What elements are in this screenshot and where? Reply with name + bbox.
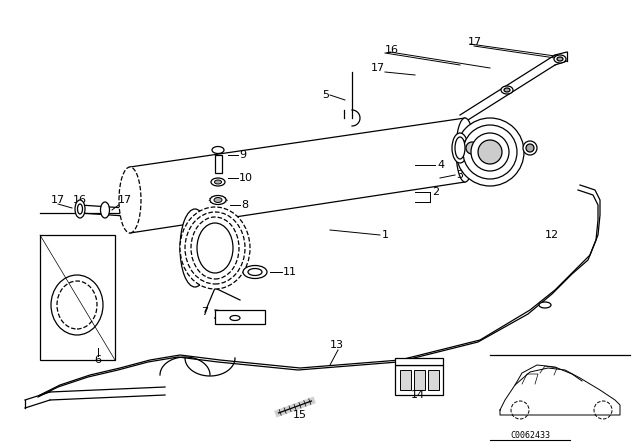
Ellipse shape [462,138,482,158]
Text: 16: 16 [73,195,87,205]
Bar [395,358,443,365]
Ellipse shape [466,142,478,154]
Ellipse shape [455,137,465,159]
Ellipse shape [75,200,85,218]
Bar [428,370,439,390]
Ellipse shape [230,315,240,320]
Ellipse shape [119,167,141,233]
Bar [395,365,443,395]
Ellipse shape [210,195,226,204]
Ellipse shape [478,140,502,164]
Bar [414,370,425,390]
Ellipse shape [212,146,224,154]
Text: 14: 14 [411,390,425,400]
Text: 17: 17 [118,195,132,205]
Ellipse shape [501,86,513,94]
Text: 6: 6 [95,355,102,365]
Text: 5: 5 [322,90,329,100]
Ellipse shape [100,202,109,218]
Text: 8: 8 [241,200,248,210]
Text: 16: 16 [385,45,399,55]
Ellipse shape [504,88,510,92]
Ellipse shape [456,118,474,182]
Bar [400,370,411,390]
Text: 12: 12 [545,230,559,240]
Text: 15: 15 [293,410,307,420]
Ellipse shape [463,125,517,179]
Ellipse shape [211,178,225,186]
Bar [40,235,115,360]
Text: 13: 13 [330,340,344,350]
Ellipse shape [471,133,509,171]
Ellipse shape [51,275,103,335]
Text: 17: 17 [51,195,65,205]
Text: C0062433: C0062433 [510,431,550,439]
Text: 1: 1 [382,230,389,240]
Ellipse shape [243,266,267,279]
Text: 17: 17 [468,37,482,47]
Bar [215,310,265,324]
Ellipse shape [77,204,83,214]
Bar [215,155,222,173]
Text: 3: 3 [456,170,463,180]
Text: 2: 2 [432,187,439,197]
Ellipse shape [214,198,222,202]
Ellipse shape [539,302,551,308]
Text: 11: 11 [283,267,297,277]
Ellipse shape [214,180,221,184]
Text: 4: 4 [437,160,444,170]
Ellipse shape [180,209,210,287]
Ellipse shape [452,133,468,163]
Text: 9: 9 [239,150,246,160]
Ellipse shape [554,55,566,63]
Ellipse shape [557,57,563,61]
Ellipse shape [197,223,233,273]
Text: 7: 7 [202,307,209,317]
Text: 17: 17 [371,63,385,73]
Ellipse shape [526,144,534,152]
Ellipse shape [523,141,537,155]
Text: 10: 10 [239,173,253,183]
Ellipse shape [191,217,239,279]
Ellipse shape [180,207,250,289]
Ellipse shape [456,118,524,186]
Ellipse shape [185,212,245,284]
